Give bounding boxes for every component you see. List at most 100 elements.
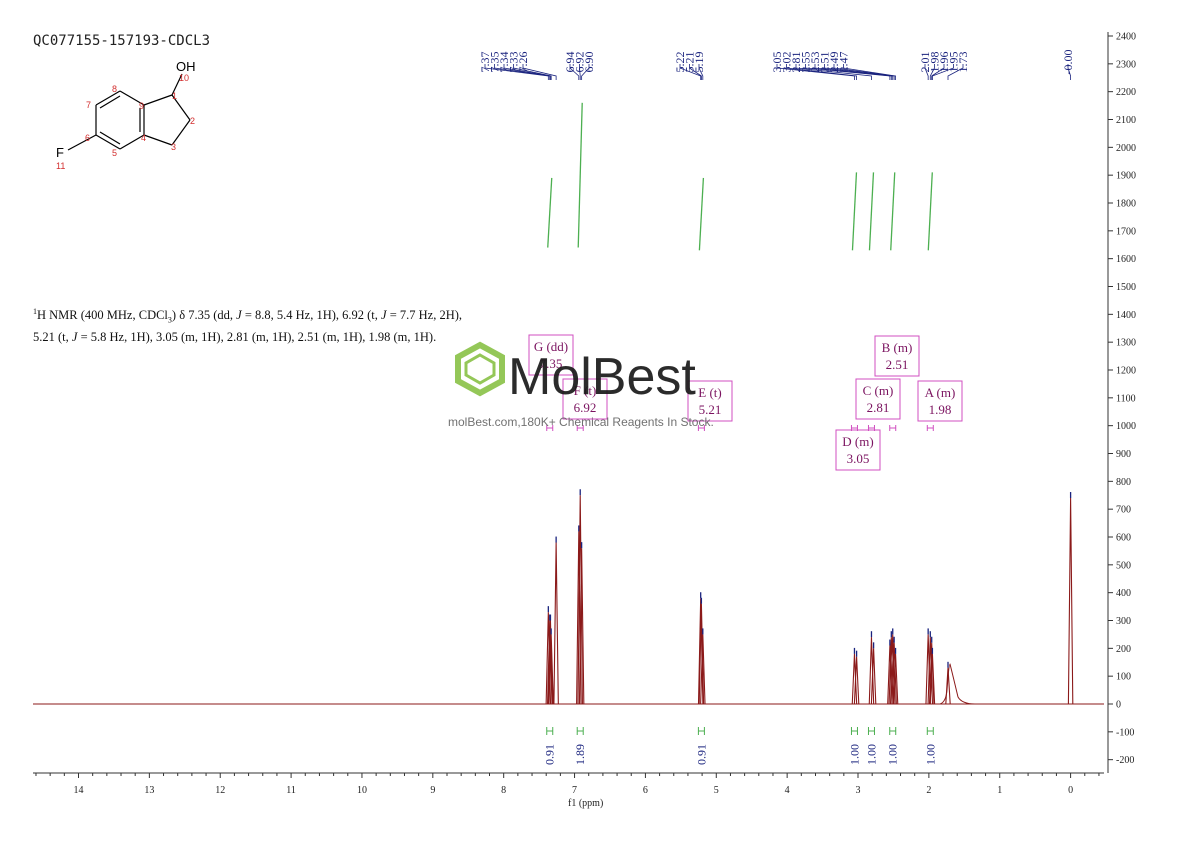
y-tick-label: 1900 (1116, 171, 1136, 182)
y-axis-ticks: 2400230022002100200019001800170016001500… (1108, 32, 1136, 766)
atom-f: F (56, 145, 64, 160)
spectrum-peak (698, 597, 705, 705)
y-tick-label: 1200 (1116, 366, 1136, 377)
atom-number-6: 6 (85, 133, 90, 143)
nmr-summary: 1H NMR (400 MHz, CDCl3) δ 7.35 (dd, J = … (33, 303, 473, 346)
multiplet-box (562, 378, 608, 420)
peak-label-connector (698, 64, 704, 80)
multiplet: F (t) 6.92 (562, 378, 608, 431)
molecule-structure: OH 10 1 2 3 4 5 6 7 8 9 F 11 (56, 59, 196, 171)
peak-label-connector (931, 64, 945, 80)
peak-label-group: 2.011.981.961.951.73 (918, 52, 970, 80)
peak-label: 1.96 (937, 52, 951, 73)
spectrum-peak (929, 647, 936, 705)
y-tick-label: 900 (1116, 449, 1131, 460)
integral: 1.00 (864, 727, 878, 765)
peak-label-connector (689, 64, 702, 80)
peak-label: 2.81 (789, 52, 803, 73)
integrals: 0.91 1.89 0.91 1.00 1.00 1.00 1.00 (543, 727, 937, 765)
atom-number-2: 2 (190, 116, 195, 126)
peak-label-connector (513, 64, 552, 80)
peak-label: 5.19 (692, 52, 706, 73)
spectrum-trace (33, 489, 1104, 705)
peak-label-connector (776, 64, 855, 80)
y-tick-label: 1800 (1116, 199, 1136, 210)
peak-label-connector (932, 64, 954, 80)
y-tick-label: 2000 (1116, 143, 1136, 154)
peak-label: 2.47 (837, 52, 851, 73)
integral-value: 0.91 (543, 744, 557, 765)
y-tick-label: 0 (1116, 700, 1121, 711)
atom-number-8: 8 (112, 84, 117, 94)
peak-label: 6.94 (563, 52, 577, 73)
y-tick-label: 200 (1116, 644, 1131, 655)
spectrum-peak (891, 636, 897, 705)
y-tick-label: 300 (1116, 616, 1131, 627)
spectrum-peak (546, 614, 553, 705)
summary-sub: 3 (167, 315, 172, 325)
peak-label: 7.26 (516, 52, 530, 73)
peak-label-connector (679, 64, 702, 80)
x-axis-label: f1 (ppm) (568, 798, 603, 809)
peak-label-connector (824, 64, 894, 80)
peak-label-connector (947, 64, 964, 80)
summary-j1: J (236, 308, 242, 323)
peak-label: -0.00 (1061, 50, 1075, 75)
x-tick-label: 1 (997, 785, 1002, 796)
atom-oh: OH (176, 59, 196, 74)
peak-label: 3.05 (770, 52, 784, 73)
y-tick-label: -200 (1116, 755, 1134, 766)
multiplet: G (dd) 7.35 (528, 334, 574, 431)
peak-label-connector (786, 64, 857, 80)
peak-label-connector (484, 64, 549, 80)
multiplet-label: G (dd) (534, 339, 568, 354)
y-tick-label: 500 (1116, 560, 1131, 571)
peak-label: 1.73 (956, 52, 970, 73)
peak-label: 2.01 (918, 52, 932, 73)
y-tick-label: 1400 (1116, 310, 1136, 321)
peak-label-connector (1067, 64, 1071, 80)
integral: 1.00 (847, 727, 861, 765)
y-tick-label: 2100 (1116, 115, 1136, 126)
summary-line1-rest: ) δ 7.35 (dd, (171, 308, 237, 323)
spectrum-peak (870, 642, 877, 705)
integral-curve (927, 172, 933, 251)
x-tick-label: 4 (785, 785, 790, 796)
y-tick-label: 1300 (1116, 338, 1136, 349)
x-tick-label: 0 (1068, 785, 1073, 796)
watermark: MolBest molBest.com,180K+ Chemical Reage… (448, 341, 714, 429)
multiplet-box (835, 429, 881, 471)
sample-id: QC077155-157193-CDCL3 (33, 33, 210, 49)
y-tick-label: 1600 (1116, 254, 1136, 265)
y-tick-label: 2300 (1116, 59, 1136, 70)
integral-value: 1.00 (847, 744, 861, 765)
integral: 1.00 (923, 727, 937, 765)
x-tick-label: 3 (856, 785, 861, 796)
integral-curve (851, 172, 858, 251)
peak-label: 3.02 (780, 52, 794, 73)
spectrum-peak (927, 631, 934, 705)
integral-value: 0.91 (694, 744, 708, 765)
spectrum-broad-hump (939, 663, 976, 705)
peak-label: 2.55 (799, 52, 813, 73)
multiplet-box (874, 335, 920, 377)
atom-number-11: 11 (56, 161, 65, 171)
peak-label: 6.92 (573, 52, 587, 73)
x-tick-label: 8 (501, 785, 506, 796)
axes (33, 32, 1109, 774)
peak-label-connector (805, 64, 891, 80)
peak-label-connector (569, 64, 580, 80)
spectrum-peak (945, 661, 951, 705)
spectrum-peak-line (553, 542, 559, 705)
peak-label: 7.34 (497, 52, 511, 73)
summary-j2: J (381, 308, 387, 323)
x-tick-label: 9 (430, 785, 435, 796)
molbest-logo-icon (455, 341, 505, 397)
y-tick-label: 2400 (1116, 32, 1136, 43)
y-tick-label: 1700 (1116, 226, 1136, 237)
peak-label: 7.35 (488, 52, 502, 73)
summary-j3: J (71, 329, 78, 344)
y-tick-label: 800 (1116, 477, 1131, 488)
peak-label-group: 6.946.926.90 (563, 52, 596, 80)
spectrum-peak (892, 647, 899, 705)
